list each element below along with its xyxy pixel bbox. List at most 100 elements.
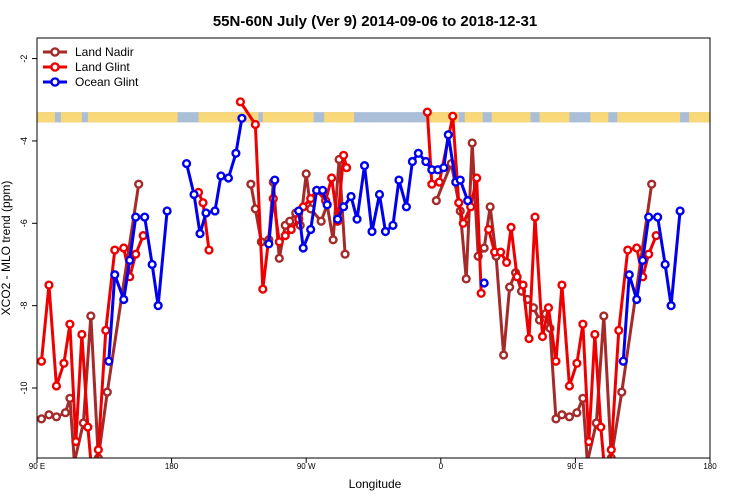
data-point — [454, 198, 464, 208]
data-point — [407, 156, 417, 167]
data-point — [285, 216, 295, 226]
chart-title: 55N-60N July (Ver 9) 2014-09-06 to 2018-… — [213, 13, 537, 30]
data-point — [294, 206, 304, 216]
data-point — [479, 243, 489, 253]
data-point — [162, 206, 172, 216]
data-point — [258, 284, 268, 294]
data-point — [614, 325, 624, 335]
data-point — [484, 224, 494, 235]
series-line — [239, 100, 349, 291]
data-point — [59, 358, 69, 368]
data-point — [380, 226, 391, 237]
data-point — [367, 226, 377, 237]
data-point — [125, 255, 135, 265]
data-point — [572, 358, 582, 368]
data-point — [394, 175, 404, 185]
data-point — [660, 259, 670, 270]
data-point — [401, 202, 412, 212]
data-point — [340, 249, 350, 259]
data-point — [195, 228, 205, 239]
data-point — [512, 272, 522, 282]
data-point — [644, 249, 654, 259]
data-point — [316, 216, 326, 226]
series-line — [107, 210, 169, 362]
x-axis: 90 E 180 90 W 0 90 E 180 — [29, 458, 717, 471]
data-point — [246, 179, 256, 189]
data-point — [131, 212, 141, 222]
y-axis-label: XCO2 - MLO trend (ppm) — [0, 181, 13, 316]
y-tick-label: -10 — [19, 381, 29, 394]
data-point — [675, 206, 685, 216]
data-point — [590, 329, 600, 340]
data-point — [439, 163, 449, 173]
data-point — [204, 245, 214, 255]
series-line — [267, 179, 277, 245]
data-point — [60, 408, 71, 418]
data-point — [618, 356, 628, 366]
land-segment — [198, 112, 259, 123]
data-point — [327, 173, 337, 183]
data-point — [617, 387, 627, 397]
data-point — [210, 206, 220, 216]
x-tick-label: 90 W — [297, 462, 316, 471]
data-point — [138, 231, 148, 241]
data-point — [147, 259, 157, 270]
data-point — [463, 196, 473, 206]
legend-item: Ocean Glint — [43, 75, 139, 89]
data-point — [306, 193, 316, 204]
data-point — [499, 350, 509, 360]
data-point — [352, 214, 362, 224]
series-line — [185, 118, 244, 236]
data-point — [388, 220, 398, 230]
data-point — [421, 156, 431, 167]
data-point — [322, 200, 332, 210]
data-point — [530, 212, 540, 222]
data-point — [338, 202, 349, 212]
data-point — [298, 243, 308, 253]
data-point — [543, 303, 554, 313]
data-point — [585, 457, 590, 458]
legend-label: Land Nadir — [75, 45, 134, 59]
data-point — [599, 311, 609, 321]
data-point — [564, 412, 575, 422]
data-point — [72, 457, 77, 458]
data-point — [270, 175, 280, 185]
land-segment — [617, 112, 681, 123]
land-segment — [539, 112, 570, 123]
data-point — [564, 381, 575, 391]
data-point — [231, 148, 241, 158]
data-point — [584, 436, 594, 447]
data-point — [479, 278, 489, 288]
data-point — [578, 319, 588, 329]
data-point — [524, 333, 534, 344]
data-point — [140, 212, 150, 222]
data-point — [485, 202, 495, 212]
series-layer — [37, 97, 685, 458]
land-segment — [689, 112, 710, 123]
data-point — [328, 235, 338, 245]
data-point — [359, 161, 370, 171]
data-point — [110, 245, 120, 255]
data-point — [264, 239, 274, 249]
legend-item: Land Glint — [43, 60, 130, 74]
legend-label: Land Glint — [75, 60, 130, 74]
land-ocean-band — [37, 112, 710, 123]
legend-label: Ocean Glint — [75, 75, 139, 89]
data-point — [537, 331, 548, 342]
x-tick-label: 90 E — [567, 462, 583, 471]
data-point — [504, 282, 515, 292]
land-segment — [491, 112, 531, 123]
data-point — [333, 214, 343, 224]
x-axis-label: Longitude — [349, 477, 402, 491]
data-point — [223, 173, 234, 183]
data-point — [86, 311, 96, 321]
data-point — [198, 198, 208, 208]
land-segment — [590, 112, 609, 123]
data-point — [286, 224, 296, 235]
data-point — [189, 189, 199, 200]
y-axis: -2 -4 -6 -8 -10 — [19, 55, 37, 395]
data-point — [51, 412, 62, 422]
data-point — [181, 158, 192, 169]
data-point — [413, 148, 423, 158]
data-point — [606, 445, 616, 455]
